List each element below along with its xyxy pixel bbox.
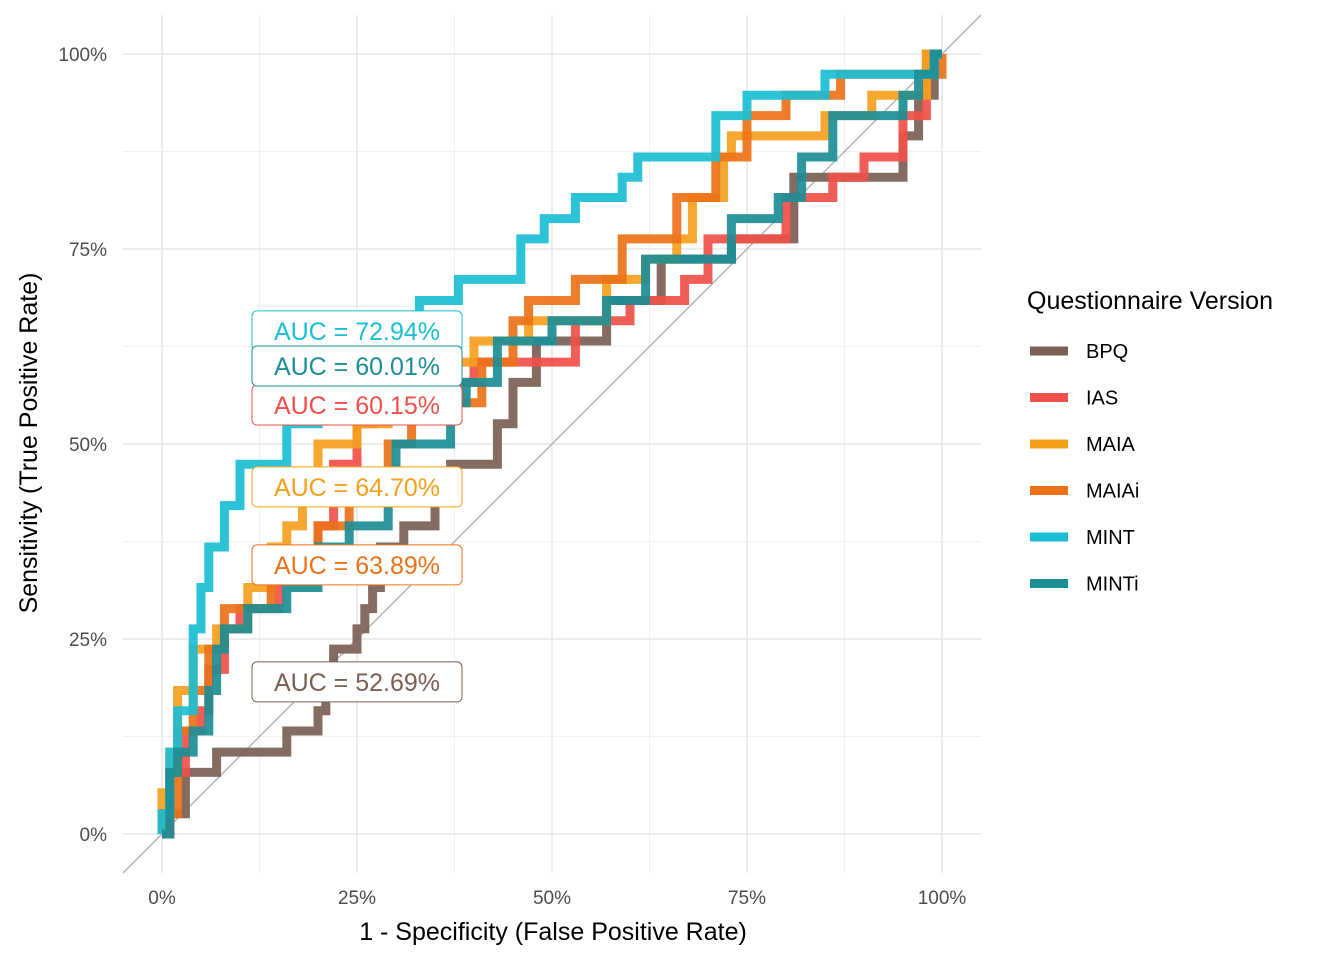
- legend-title: Questionnaire Version: [1027, 287, 1273, 315]
- auc-label-bpq: AUC = 52.69%: [274, 669, 440, 697]
- y-tick-label: 75%: [69, 240, 107, 261]
- legend-label-bpq: BPQ: [1086, 341, 1128, 363]
- legend-label-mint: MINT: [1086, 527, 1135, 549]
- auc-label-box-maia: [251, 466, 463, 508]
- grid-lines: [123, 15, 981, 873]
- x-axis-ticks: 0% 25% 50% 75% 100%: [148, 888, 966, 909]
- y-tick-label: 100%: [58, 45, 107, 66]
- auc-label-box-maiai: [251, 544, 463, 586]
- x-tick-label: 50%: [533, 888, 571, 909]
- auc-labels: AUC = 52.69% AUC = 60.15% AUC = 64.70% AUC …: [251, 310, 463, 703]
- y-axis-ticks: 0% 25% 50% 75% 100%: [58, 45, 107, 846]
- auc-label-mint: AUC = 72.94%: [274, 318, 440, 346]
- diagonal-line: [122, 14, 982, 874]
- auc-label-box-bpq: [251, 661, 463, 703]
- legend: Questionnaire Version BPQ IAS MAIA MAIAi MIN…: [1027, 287, 1273, 596]
- auc-label-maiai: AUC = 63.89%: [274, 552, 440, 580]
- auc-label-box-minti: [251, 345, 463, 387]
- legend-label-minti: MINTi: [1086, 574, 1139, 596]
- auc-label-ias: AUC = 60.15%: [274, 392, 440, 420]
- x-tick-label: 100%: [918, 888, 967, 909]
- x-tick-label: 25%: [338, 888, 376, 909]
- legend-label-maia: MAIA: [1086, 434, 1136, 456]
- y-axis-title: Sensitivity (True Positive Rate): [15, 273, 43, 614]
- y-tick-label: 0%: [80, 825, 108, 846]
- x-tick-label: 75%: [728, 888, 766, 909]
- auc-label-maia: AUC = 64.70%: [274, 474, 440, 502]
- auc-label-minti: AUC = 60.01%: [274, 353, 440, 381]
- diagonal-reference: [122, 14, 982, 874]
- x-tick-label: 0%: [148, 888, 176, 909]
- x-axis-title: 1 - Specificity (False Positive Rate): [359, 918, 747, 946]
- y-tick-label: 50%: [69, 435, 107, 456]
- y-tick-label: 25%: [69, 630, 107, 651]
- legend-label-maiai: MAIAi: [1086, 481, 1139, 503]
- legend-label-ias: IAS: [1086, 388, 1118, 410]
